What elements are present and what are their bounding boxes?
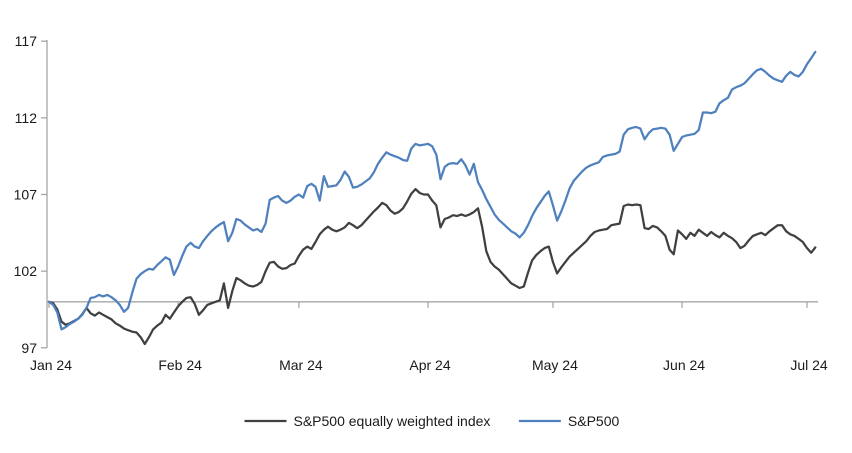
x-axis-tick-label: Jan 24 — [30, 357, 72, 373]
x-axis-tick-label: Jul 24 — [790, 357, 828, 373]
y-axis-tick-label: 107 — [14, 186, 38, 202]
series-line-sp500-equal-weight — [47, 187, 817, 346]
x-axis-tick-label: Jun 24 — [663, 357, 705, 373]
x-axis-tick-label: Feb 24 — [158, 357, 202, 373]
y-axis-tick-label: 97 — [21, 340, 37, 356]
legend-label-sp500: S&P500 — [568, 413, 620, 429]
x-axis-tick-label: Mar 24 — [279, 357, 323, 373]
x-axis-tick-label: Apr 24 — [409, 357, 450, 373]
legend-label-sp500-equal-weight: S&P500 equally weighted index — [294, 413, 491, 429]
y-axis-tick-label: 112 — [15, 110, 38, 126]
series-line-sp500 — [47, 50, 817, 331]
x-axis-tick-label: May 24 — [532, 357, 578, 373]
y-axis-tick-label: 117 — [15, 33, 38, 49]
y-axis-tick-label: 102 — [14, 263, 38, 279]
